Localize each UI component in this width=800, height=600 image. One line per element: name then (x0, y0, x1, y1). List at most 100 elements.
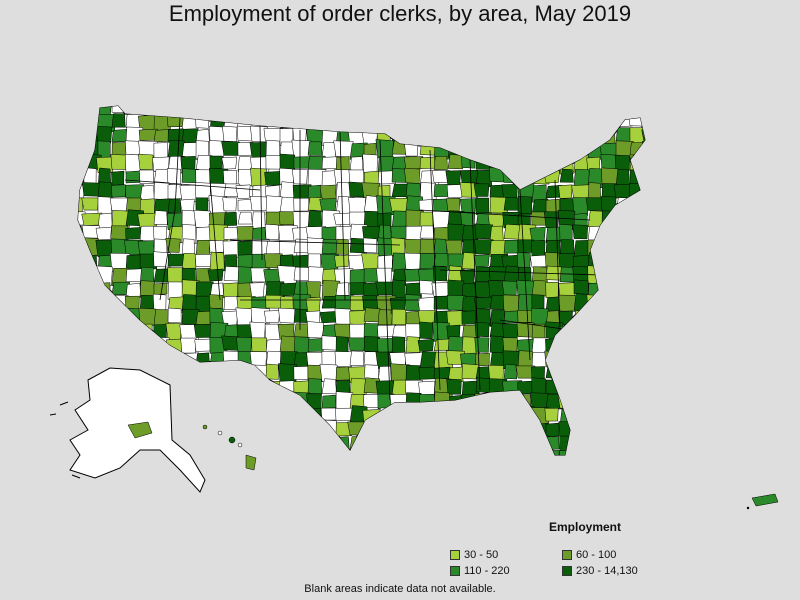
map-area (628, 448, 645, 455)
map-area (265, 363, 279, 380)
map-area (517, 114, 532, 133)
map-area (390, 421, 409, 438)
map-area (615, 338, 631, 352)
map-area (474, 125, 495, 141)
map-area (601, 295, 615, 310)
map-area (249, 321, 266, 340)
map-area (391, 114, 405, 130)
map-area (474, 322, 490, 338)
map-area (307, 321, 324, 339)
map-area (489, 125, 506, 145)
map-area (629, 407, 645, 426)
map-area (587, 378, 603, 399)
map-area (278, 106, 297, 117)
map-area (335, 422, 352, 437)
map-area (166, 168, 181, 186)
map-area (643, 106, 645, 113)
map-area (335, 238, 350, 255)
map-area (559, 106, 577, 114)
map-area (181, 365, 195, 384)
map-area (209, 106, 229, 115)
map-area (389, 405, 410, 426)
map-area (501, 394, 522, 408)
map-area (78, 111, 84, 131)
map-area (361, 106, 382, 118)
map-area (181, 252, 197, 270)
map-area (363, 420, 382, 438)
map-area (153, 309, 170, 326)
map-area (279, 196, 296, 213)
map-area (95, 106, 112, 117)
map-area (627, 225, 645, 243)
map-area (223, 408, 238, 425)
map-area (530, 156, 551, 175)
map-area (517, 448, 531, 455)
map-area (433, 155, 448, 170)
map-area (585, 405, 605, 421)
map-area (461, 113, 476, 131)
map-area (572, 350, 587, 366)
map-area (181, 406, 200, 425)
map-area (489, 106, 507, 119)
map-area (165, 237, 181, 253)
map-area (558, 363, 574, 384)
map-area (643, 224, 645, 245)
map-area (78, 170, 85, 185)
map-area (307, 253, 322, 269)
map-area (615, 324, 634, 342)
map-area (571, 113, 588, 127)
map-area (559, 224, 573, 242)
map-area (321, 450, 336, 455)
map-area (587, 335, 604, 356)
map-area (433, 113, 452, 130)
map-area (615, 211, 632, 229)
map-area (335, 436, 350, 455)
map-area (265, 434, 281, 453)
map-area (461, 407, 477, 422)
legend: Employment 30 - 50 60 - 100 110 - 220 23… (450, 520, 710, 578)
map-area (517, 420, 536, 437)
map-area (558, 126, 574, 143)
map-area (643, 436, 645, 453)
map-area (601, 226, 616, 240)
map-area (78, 323, 87, 339)
map-area (139, 323, 153, 340)
legend-swatch (562, 550, 572, 560)
map-area (445, 434, 465, 453)
map-area (208, 294, 224, 309)
map-area (531, 434, 550, 454)
map-area (516, 153, 532, 170)
map-area (614, 239, 633, 256)
map-area (501, 168, 520, 184)
map-area (613, 282, 629, 299)
map-area (531, 106, 550, 117)
map-area (404, 252, 421, 270)
map-area (615, 169, 630, 187)
map-area (237, 406, 252, 426)
map-area (501, 142, 521, 156)
map-area (404, 352, 423, 367)
map-area (249, 196, 269, 212)
map-area (95, 226, 112, 241)
map-area (599, 280, 617, 299)
map-area (629, 156, 645, 171)
map-area (83, 282, 101, 298)
map-area (180, 337, 197, 354)
map-area (572, 197, 589, 216)
map-area (503, 363, 518, 380)
map-area (572, 254, 590, 268)
map-area (501, 448, 522, 455)
map-area (138, 153, 154, 171)
map-area (377, 338, 395, 353)
map-area (321, 394, 337, 409)
hawaii-islands (202, 424, 257, 471)
map-area (78, 142, 83, 158)
map-area (292, 127, 307, 142)
map-area (502, 323, 519, 339)
legend-swatch (562, 566, 572, 576)
map-area (377, 407, 397, 424)
map-area (643, 265, 645, 281)
map-area (489, 156, 507, 170)
map-area (208, 240, 225, 253)
map-area (263, 310, 280, 323)
